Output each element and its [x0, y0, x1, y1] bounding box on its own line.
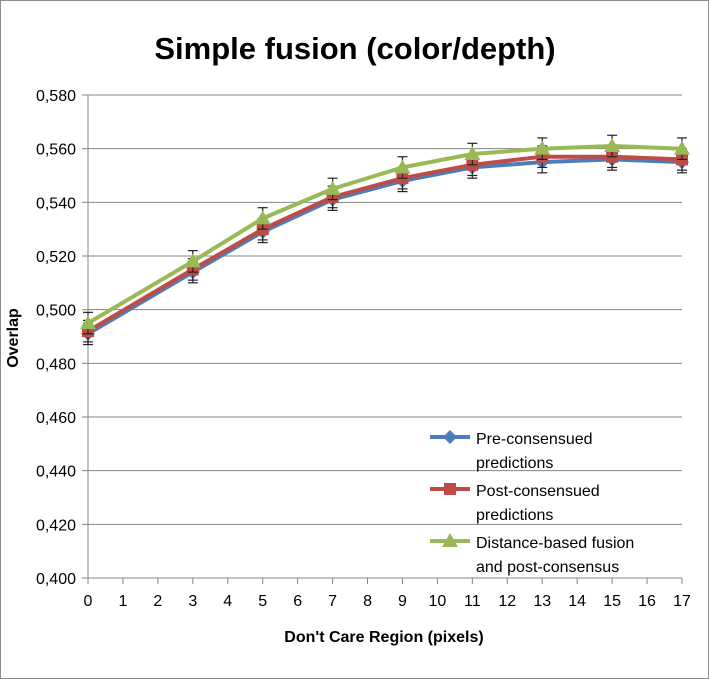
y-tick-label: 0,400 — [36, 571, 76, 588]
x-tick-label: 1 — [118, 593, 127, 610]
series-line — [86, 144, 684, 326]
gridlines — [88, 94, 682, 525]
legend-label: Post-consensued — [476, 483, 600, 500]
y-tick-label: 0,580 — [36, 88, 76, 105]
legend: Pre-consensuedpredictionsPost-consensued… — [430, 430, 634, 576]
x-tick-label: 15 — [603, 593, 621, 610]
data-point — [674, 140, 690, 155]
x-tick-label: 6 — [293, 593, 302, 610]
series-line — [86, 157, 684, 336]
legend-marker — [443, 430, 457, 444]
data-point — [534, 140, 551, 155]
y-tick-label: 0,560 — [36, 142, 76, 159]
legend-item: Pre-consensued predictions — [430, 430, 593, 472]
x-tick-label: 14 — [568, 593, 586, 610]
x-tick-label: 9 — [398, 593, 407, 610]
x-tick-label: 13 — [533, 593, 551, 610]
legend-label: predictions — [476, 455, 553, 472]
legend-marker — [444, 483, 456, 495]
series-group — [80, 134, 690, 346]
x-axis-ticks: 0 1 2 3 4 5 6 7 8 9 10 11 12 13 14 15 16 17 — [84, 578, 691, 610]
y-tick-label: 0,500 — [36, 303, 76, 320]
y-axis-ticks: 0,400 0,420 0,440 0,460 0,480 0,500 0,520 0,540… — [36, 88, 88, 588]
data-point — [604, 137, 621, 152]
x-tick-label: 5 — [258, 593, 267, 610]
x-tick-label: 8 — [363, 593, 372, 610]
legend-label: and post-consensus — [476, 559, 619, 576]
legend-label: predictions — [476, 507, 553, 524]
legend-item: Distance-based fusion and post-consensus — [430, 533, 634, 576]
x-tick-label: 10 — [429, 593, 447, 610]
series-square — [82, 145, 688, 343]
data-point — [394, 159, 411, 174]
x-tick-label: 17 — [673, 593, 691, 610]
x-tick-label: 3 — [188, 593, 197, 610]
y-tick-label: 0,460 — [36, 410, 76, 427]
data-point — [80, 315, 96, 330]
data-point — [184, 253, 201, 268]
y-tick-label: 0,480 — [36, 356, 76, 373]
y-tick-label: 0,440 — [36, 464, 76, 481]
legend-label: Pre-consensued — [476, 431, 593, 448]
legend-marker — [442, 533, 458, 547]
x-tick-label: 7 — [328, 593, 337, 610]
x-tick-label: 16 — [638, 593, 656, 610]
x-tick-label: 0 — [84, 593, 93, 610]
series-triangle — [80, 134, 690, 335]
x-tick-label: 12 — [498, 593, 516, 610]
y-tick-label: 0,540 — [36, 195, 76, 212]
x-tick-label: 2 — [153, 593, 162, 610]
x-tick-label: 11 — [464, 593, 481, 610]
y-tick-label: 0,420 — [36, 517, 76, 534]
chart-title: Simple fusion (color/depth) — [154, 31, 555, 66]
data-point — [464, 146, 481, 161]
data-point — [254, 210, 271, 225]
legend-item: Post-consensued predictions — [430, 483, 600, 524]
y-axis-title: Overlap — [5, 308, 22, 368]
series-diamond — [81, 148, 689, 346]
x-axis-title: Don't Care Region (pixels) — [284, 629, 483, 646]
series-line — [86, 154, 684, 334]
axes — [87, 95, 682, 579]
y-tick-label: 0,520 — [36, 249, 76, 266]
x-tick-label: 4 — [223, 593, 232, 610]
legend-label: Distance-based fusion — [476, 535, 634, 552]
data-point — [324, 180, 341, 195]
